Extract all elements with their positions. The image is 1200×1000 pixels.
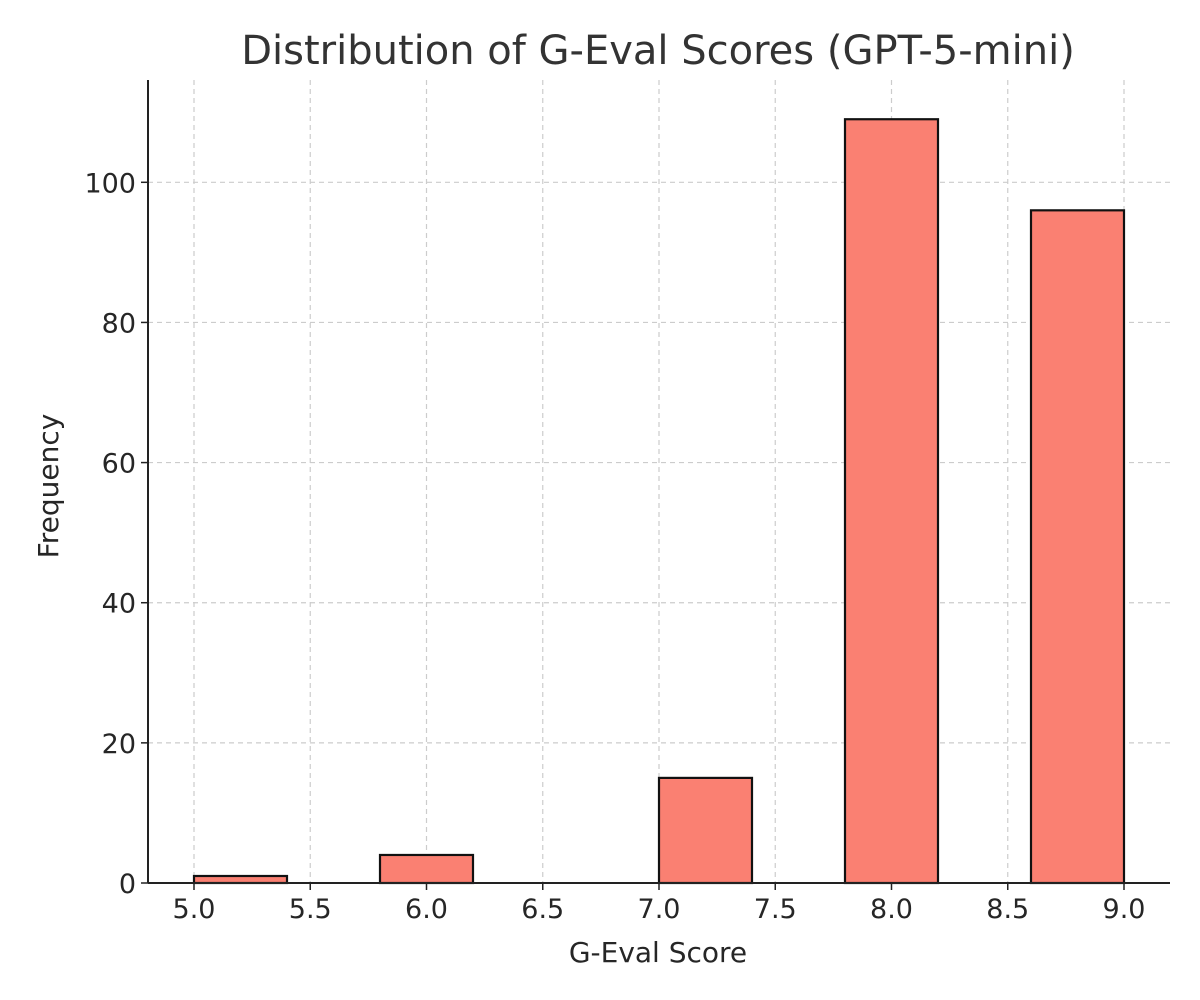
tick-labels: 5.0 5.5 6.0 6.5 7.0 7.5 8.0 8.5 9.0 0 20 40 60 80 100 — [84, 168, 1145, 925]
x-tick-label: 5.5 — [289, 894, 332, 925]
histogram-bar — [843, 118, 940, 885]
x-tick-label: 6.5 — [521, 894, 564, 925]
histogram-bar — [1029, 209, 1126, 885]
y-tick-label: 40 — [102, 589, 136, 620]
x-tick-label: 7.5 — [754, 894, 797, 925]
axes — [141, 80, 1170, 890]
histogram-bar — [657, 776, 754, 885]
x-tick-label: 8.5 — [986, 894, 1029, 925]
y-axis-label: Frequency — [32, 414, 65, 559]
y-tick-label: 20 — [102, 729, 136, 760]
y-tick-label: 0 — [119, 869, 136, 900]
grid-lines — [148, 80, 1170, 883]
histogram-bars — [192, 118, 1126, 885]
y-tick-label: 100 — [84, 168, 136, 199]
histogram-bar — [378, 853, 475, 885]
x-tick-label: 7.0 — [638, 894, 681, 925]
x-axis-label: G-Eval Score — [569, 936, 747, 969]
x-tick-label: 5.0 — [173, 894, 216, 925]
chart-title: Distribution of G-Eval Scores (GPT-5-min… — [241, 28, 1075, 74]
histogram-bar — [192, 874, 289, 885]
x-tick-label: 6.0 — [405, 894, 448, 925]
x-tick-label: 9.0 — [1103, 894, 1146, 925]
y-tick-label: 80 — [102, 308, 136, 339]
y-tick-label: 60 — [102, 449, 136, 480]
x-tick-label: 8.0 — [870, 894, 913, 925]
